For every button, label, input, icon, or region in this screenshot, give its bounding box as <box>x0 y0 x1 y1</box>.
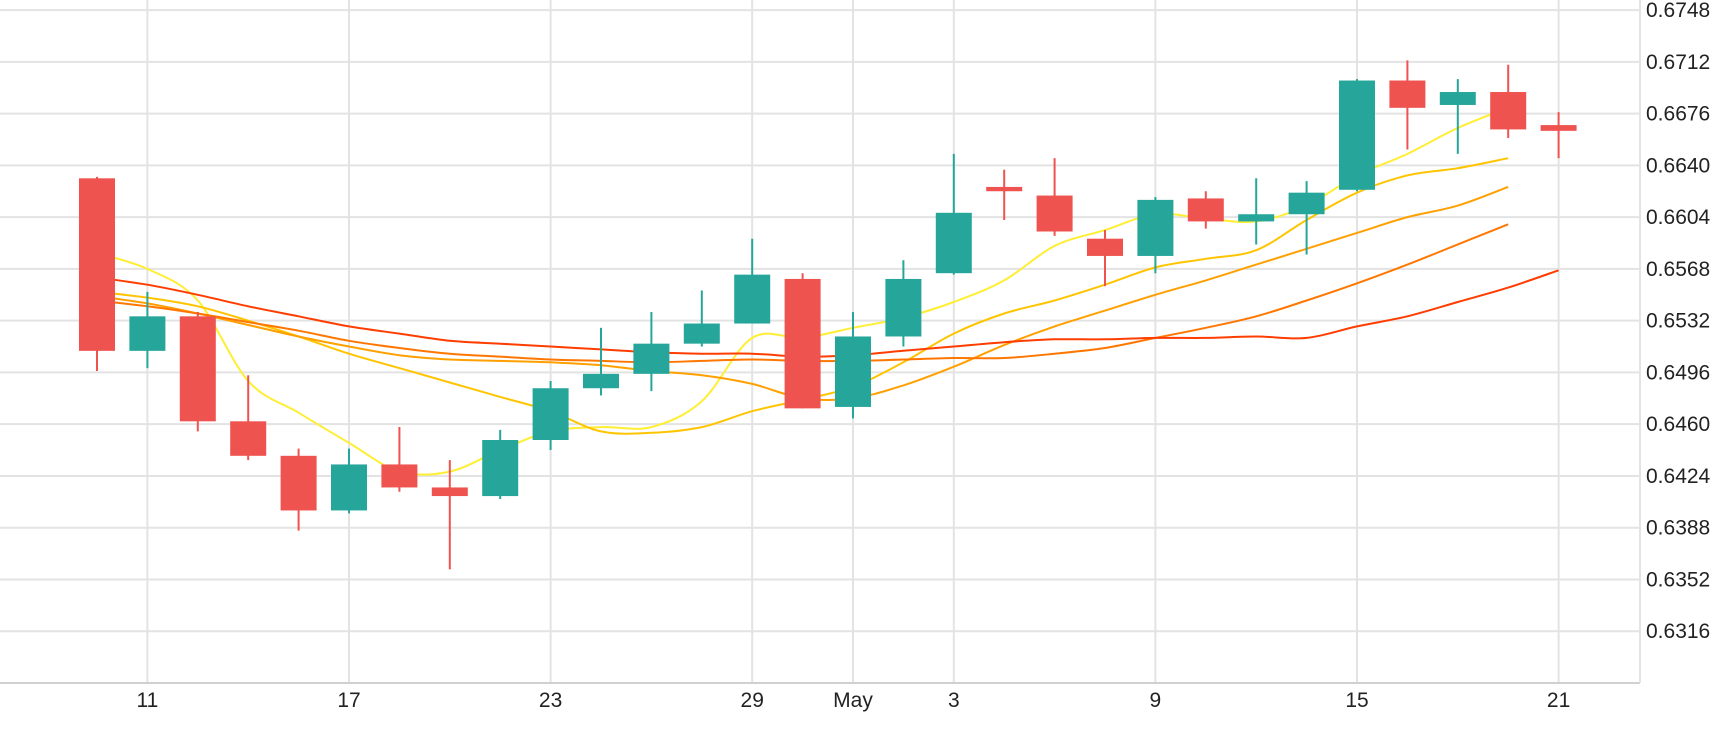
candle <box>583 327 619 396</box>
candle-body <box>1036 195 1073 232</box>
candle-body <box>331 464 367 511</box>
candle <box>1087 230 1123 287</box>
candle <box>1036 158 1073 236</box>
x-tick-label: 17 <box>337 689 360 712</box>
candle-body <box>835 336 871 407</box>
candle-body <box>633 343 670 374</box>
candle-body <box>1238 214 1275 222</box>
candle-body <box>1087 238 1123 256</box>
candle-body <box>784 278 821 409</box>
candle-body <box>1439 92 1476 105</box>
candle <box>633 312 670 392</box>
candle <box>1238 178 1275 245</box>
candle <box>129 291 166 369</box>
candle <box>532 381 569 451</box>
moving-average-line-5 <box>96 269 1559 358</box>
candle-body <box>1187 198 1224 222</box>
candle <box>835 312 871 419</box>
candle-body <box>280 455 317 511</box>
candle <box>1439 79 1476 154</box>
candle-body <box>431 487 468 497</box>
y-tick-label: 0.6352 <box>1646 568 1710 591</box>
candle <box>179 312 216 432</box>
candle <box>1288 181 1325 255</box>
candle-body <box>986 186 1023 192</box>
candle-body <box>381 464 418 488</box>
candles <box>79 60 1577 570</box>
x-tick-label: 15 <box>1345 689 1368 712</box>
x-tick-label: 23 <box>539 689 562 712</box>
candle-body <box>734 274 771 324</box>
candle-body <box>1540 125 1577 131</box>
candle-body <box>683 323 720 344</box>
candle <box>1490 64 1527 139</box>
y-tick-label: 0.6316 <box>1646 620 1710 643</box>
candle-body <box>1490 92 1527 130</box>
candle <box>1540 112 1577 159</box>
y-tick-label: 0.6568 <box>1646 258 1710 281</box>
candle-body <box>583 373 619 389</box>
candle-body <box>1389 80 1426 108</box>
x-tick-label: 9 <box>1150 689 1162 712</box>
candle-body <box>1288 192 1325 215</box>
x-tick-label: 11 <box>136 689 158 712</box>
candle-body <box>885 278 922 337</box>
candle-body <box>1137 199 1174 256</box>
x-tick-label: 3 <box>948 689 960 712</box>
horizontal-grid <box>0 9 1640 684</box>
candle <box>280 448 317 531</box>
y-tick-label: 0.6676 <box>1646 103 1710 126</box>
candle <box>381 427 418 492</box>
candle <box>79 176 115 371</box>
candle-body <box>179 316 216 422</box>
x-tick-label: 21 <box>1547 689 1570 712</box>
y-axis-tick-labels: 0.6316 0.6352 0.6388 0.6424 0.6460 0.6496 0.65… <box>1646 0 1711 643</box>
y-tick-label: 0.6460 <box>1646 413 1710 436</box>
y-tick-label: 0.6424 <box>1646 465 1711 488</box>
candle <box>1339 79 1375 192</box>
candle-body <box>935 212 972 274</box>
candle <box>482 429 519 499</box>
candle <box>784 273 821 409</box>
candle-body <box>1339 80 1375 190</box>
candle <box>683 290 720 347</box>
candle <box>885 260 922 347</box>
candle <box>1389 60 1426 150</box>
candle-body <box>129 316 166 351</box>
candle <box>230 375 267 461</box>
x-tick-label: May <box>833 689 873 712</box>
candle <box>986 169 1023 220</box>
candle <box>431 460 468 570</box>
candle <box>331 448 367 514</box>
x-tick-label: 29 <box>741 689 764 712</box>
y-tick-label: 0.6712 <box>1646 51 1710 74</box>
candle-body <box>482 439 519 497</box>
candle <box>935 153 972 275</box>
candle-body <box>532 388 569 440</box>
candle-body <box>79 178 115 351</box>
candle-body <box>230 421 267 456</box>
candle <box>1187 191 1224 229</box>
candle <box>734 238 771 324</box>
y-tick-label: 0.6388 <box>1646 517 1710 540</box>
y-tick-label: 0.6604 <box>1646 206 1711 229</box>
candle <box>1137 196 1174 274</box>
y-tick-label: 0.6640 <box>1646 154 1710 177</box>
y-tick-label: 0.6532 <box>1646 310 1710 333</box>
y-tick-label: 0.6496 <box>1646 361 1710 384</box>
x-axis-tick-labels: 11 17 23 29 May 3 9 15 21 <box>136 689 1570 712</box>
y-tick-label: 0.6748 <box>1646 0 1710 22</box>
